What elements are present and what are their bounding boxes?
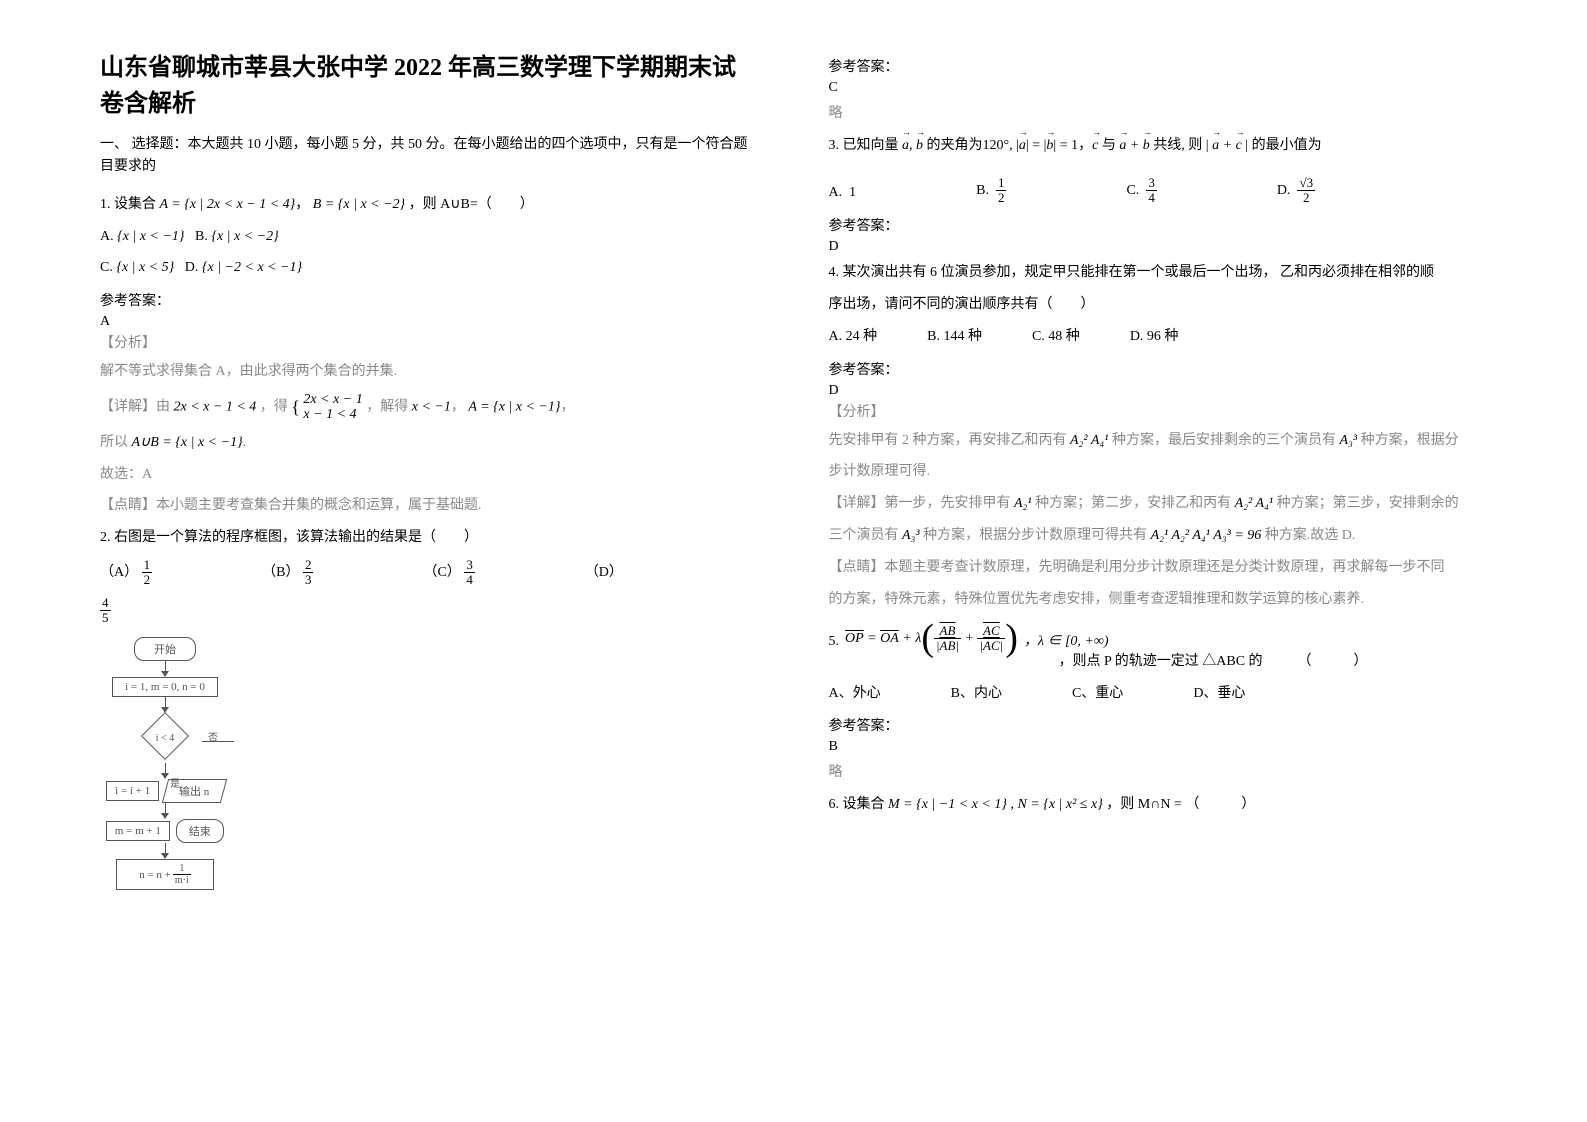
q1-suffix: ，则 A∪B=（ ） — [409, 197, 534, 212]
exam-title: 山东省聊城市莘县大张中学 2022 年高三数学理下学期期末试卷含解析 — [100, 50, 759, 122]
q4-ana1: 先安排甲有 2 种方案，再安排乙和丙有 A₂² A₄¹ 种方案，最后安排剩余的三… — [829, 429, 1488, 453]
flow-init: i = 1, m = 0, n = 0 — [112, 677, 218, 697]
q1-prefix: 1. 设集合 — [100, 197, 160, 212]
q1-optA: {x | x < −1} — [117, 229, 184, 244]
q6-M: M = {x | −1 < x < 1} — [888, 797, 1007, 812]
q1-so: 所以 — [100, 435, 128, 450]
q3-stem: 3. 已知向量 a, b 的夹角为120°, |a| = |b| = 1，c 与… — [829, 134, 1488, 158]
q1-det-label: 【详解】由 — [100, 400, 170, 415]
q3-optC: C. 34 — [1126, 176, 1156, 206]
q3-answer: D — [829, 239, 1488, 255]
q4-optB: B. 144 种 — [927, 325, 982, 349]
q1-optD: {x | −2 < x < −1} — [202, 260, 302, 275]
q1-row-ab: A. {x | x < −1} B. {x | x < −2} — [100, 225, 759, 249]
q3-ans-label: 参考答案： — [829, 215, 1488, 235]
q5-optC: C、重心 — [1072, 682, 1123, 706]
q5-answer: B — [829, 739, 1488, 755]
q2-options: （A） 12 （B） 23 （C） 34 （D） — [100, 558, 759, 588]
q6-suffix: ，则 M∩N = （ ） — [1106, 797, 1255, 812]
q1-setA: A = {x | 2x < x − 1 < 4} — [160, 197, 296, 212]
q2-optB-label: （B） — [262, 565, 299, 580]
q4-det1: 【详解】第一步，先安排甲有 A₂¹ 种方案；第二步，安排乙和丙有 A₂² A₄¹… — [829, 492, 1488, 516]
q1-optC: {x | x < 5} — [116, 260, 174, 275]
q5-optB: B、内心 — [951, 682, 1002, 706]
q6-stem: 6. 设集合 M = {x | −1 < x < 1} , N = {x | x… — [829, 793, 1488, 817]
q1-det-cond: 2x < x − 1 < 4 — [174, 400, 257, 415]
q4-det2: 三个演员有 A₃³ 种方案，根据分步计数原理可得共有 A₂¹ A₂² A₄¹ A… — [829, 524, 1488, 548]
q1-det-mid: ，得 — [260, 400, 288, 415]
q6-prefix: 6. 设集合 — [829, 797, 885, 812]
q4-optA: A. 24 种 — [829, 325, 878, 349]
q1-det-res: x < −1 — [412, 400, 451, 415]
q4-note1: 【点睛】本题主要考查计数原理，先明确是利用分步计数原理还是分类计数原理，再求解每… — [829, 556, 1488, 580]
q1-union: A∪B = {x | x < −1} — [132, 435, 243, 450]
q1-answer-label: 参考答案： — [100, 290, 759, 310]
q4-note2: 的方案，特殊元素，特殊位置优先考虑安排，侧重考查逻辑推理和数学运算的核心素养. — [829, 588, 1488, 612]
flow-out: 输出 n — [162, 779, 227, 803]
q2-skip: 略 — [829, 102, 1488, 126]
q4-stem1: 4. 某次演出共有 6 位演员参加，规定甲只能排在第一个或最后一个出场， 乙和丙… — [829, 261, 1488, 285]
q2-optD-frac: 45 — [100, 596, 759, 626]
q1-sys1: 2x < x − 1 — [303, 392, 362, 407]
q1-det-A: A = {x | x < −1} — [468, 400, 560, 415]
q4-ana2: 步计数原理可得. — [829, 460, 1488, 484]
q4-stem2: 序出场，请问不同的演出顺序共有（ ） — [829, 293, 1488, 317]
section-1-header: 一、 选择题：本大题共 10 小题，每小题 5 分，共 50 分。在每小题给出的… — [100, 134, 759, 179]
q3-prefix: 3. 已知向量 — [829, 138, 899, 153]
flow-end: 结束 — [176, 819, 224, 843]
q1-note: 【点睛】本小题主要考查集合并集的概念和运算，属于基础题. — [100, 494, 759, 518]
q1-optB: {x | x < −2} — [211, 229, 278, 244]
flowchart: 开始 i = 1, m = 0, n = 0 i < 4 否 是 i = i +… — [106, 637, 224, 890]
q1-stem: 1. 设集合 A = {x | 2x < x − 1 < 4}， B = {x … — [100, 193, 759, 217]
q5-stem: 5. OP = OA + λ ( AB|AB| + AC|AC| ) ，λ ∈ … — [829, 623, 1488, 673]
q1-analysis-label: 【分析】 — [100, 332, 759, 352]
q1-answer: A — [100, 314, 759, 330]
q5-optA: A、外心 — [829, 682, 881, 706]
q1-sys2: x − 1 < 4 — [303, 407, 362, 422]
flow-step1: i = i + 1 — [106, 781, 159, 801]
q1-row-cd: C. {x | x < 5} D. {x | −2 < x < −1} — [100, 256, 759, 280]
q2-answer: C — [829, 80, 1488, 96]
q5-num: 5. — [829, 630, 840, 654]
flow-cond: i < 4 — [130, 733, 200, 744]
q1-choice: 故选：A — [100, 463, 759, 487]
q4-optD: D. 96 种 — [1130, 325, 1179, 349]
q4-ans-label: 参考答案： — [829, 359, 1488, 379]
q4-answer: D — [829, 383, 1488, 399]
flow-step3: n = n + 1m·i — [116, 859, 214, 890]
q4-optC: C. 48 种 — [1032, 325, 1080, 349]
q1-det-mid2: ，解得 — [366, 400, 408, 415]
q2-ans-label: 参考答案： — [829, 56, 1488, 76]
flow-start: 开始 — [134, 637, 196, 661]
q4-analysis-label: 【分析】 — [829, 401, 1488, 421]
q5-skip: 略 — [829, 761, 1488, 785]
q1-analysis-1: 解不等式求得集合 A，由此求得两个集合的并集. — [100, 360, 759, 384]
q2-stem: 2. 右图是一个算法的程序框图，该算法输出的结果是（ ） — [100, 526, 759, 550]
q1-setB: B = {x | x < −2} — [313, 197, 405, 212]
q3-optA: A. 1 — [829, 181, 857, 205]
q3-optB: B. 12 — [976, 176, 1006, 206]
q4-options: A. 24 种 B. 144 种 C. 48 种 D. 96 种 — [829, 325, 1488, 349]
q1-detail: 【详解】由 2x < x − 1 < 4 ，得 { 2x < x − 1 x −… — [100, 392, 759, 423]
q5-ans-label: 参考答案： — [829, 715, 1488, 735]
q2-optA-label: （A） — [100, 565, 138, 580]
q2-optC-label: （C） — [423, 565, 460, 580]
flow-step2: m = m + 1 — [106, 821, 170, 841]
q5-optD: D、垂心 — [1193, 682, 1245, 706]
q5-options: A、外心 B、内心 C、重心 D、垂心 — [829, 682, 1488, 706]
q2-optD-label: （D） — [585, 561, 623, 585]
q3-optD: D. √32 — [1277, 176, 1315, 206]
q6-N: N = {x | x² ≤ x} — [1017, 797, 1102, 812]
q1-so-line: 所以 A∪B = {x | x < −1}. — [100, 431, 759, 455]
